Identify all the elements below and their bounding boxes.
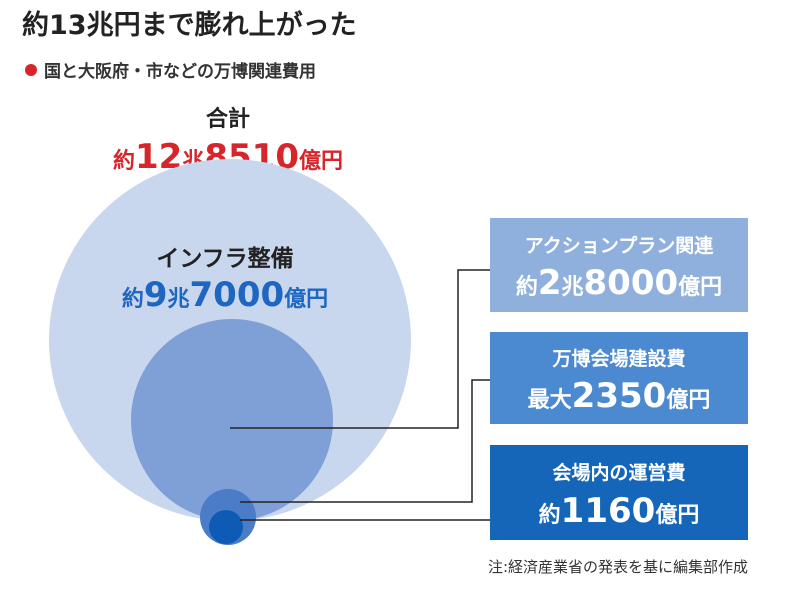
box-label: 万博会場建設費 — [551, 347, 685, 370]
text: 1160 — [561, 491, 656, 531]
text: 約 — [113, 148, 135, 174]
box-amount: 最大2350億円 — [528, 376, 711, 416]
text: 7000 — [190, 275, 285, 315]
text: 億円 — [299, 148, 343, 174]
total-label: 合計 — [206, 106, 250, 132]
infra-amount: 約9兆7000億円 — [122, 275, 328, 315]
infra-label: インフラ整備 — [156, 245, 293, 272]
box-label: 会場内の運営費 — [552, 461, 685, 484]
text: 2 — [538, 263, 562, 303]
box — [490, 332, 748, 424]
connector — [230, 269, 490, 429]
text: 億円 — [655, 502, 699, 528]
subtitle: 国と大阪府・市などの万博関連費用 — [44, 61, 316, 82]
text: 約 — [122, 286, 144, 312]
bullet — [25, 64, 37, 76]
text: 億円 — [284, 286, 328, 312]
box-amount: 約1160億円 — [539, 491, 700, 531]
note: 注:経済産業省の発表を基に編集部作成 — [488, 558, 748, 576]
text: 億円 — [666, 387, 710, 413]
text: 9 — [144, 275, 168, 315]
text: 億円 — [678, 274, 722, 300]
title: 約13兆円まで膨れ上がった — [22, 9, 357, 41]
connector — [240, 379, 490, 503]
text: 8000 — [584, 263, 679, 303]
text: 約 — [539, 502, 561, 528]
circle-infra — [131, 319, 333, 521]
text: 2350 — [572, 376, 667, 416]
circle-ops — [209, 510, 243, 544]
text: 最大 — [528, 388, 572, 413]
text: 約 — [516, 274, 538, 300]
text: 兆 — [562, 275, 584, 300]
box-amount: 約2兆8000億円 — [516, 263, 722, 303]
text: 兆 — [168, 287, 190, 312]
box — [490, 445, 748, 540]
box-label: アクションプラン関連 — [525, 234, 714, 257]
box — [490, 218, 748, 312]
